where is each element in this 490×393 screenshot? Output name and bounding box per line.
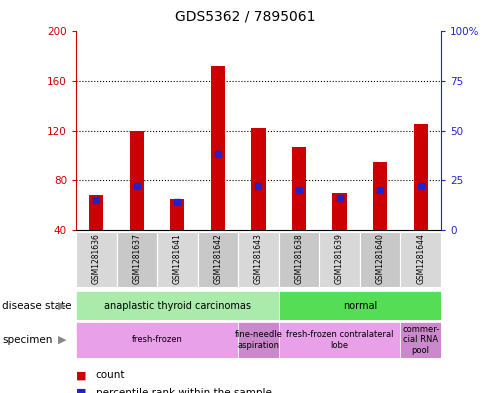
Text: GDS5362 / 7895061: GDS5362 / 7895061 xyxy=(175,10,315,24)
Bar xyxy=(292,147,306,230)
Bar xyxy=(211,66,225,230)
Bar xyxy=(238,322,279,358)
Bar xyxy=(197,232,238,287)
Text: normal: normal xyxy=(343,301,377,310)
Text: ▶: ▶ xyxy=(58,335,66,345)
Bar xyxy=(279,232,319,287)
Text: fresh-frozen: fresh-frozen xyxy=(132,336,182,344)
Bar xyxy=(400,232,441,287)
Text: disease state: disease state xyxy=(2,301,72,310)
Bar xyxy=(333,193,347,230)
Text: commer-
cial RNA
pool: commer- cial RNA pool xyxy=(402,325,440,355)
Text: GSM1281636: GSM1281636 xyxy=(92,233,101,285)
Text: fine-needle
aspiration: fine-needle aspiration xyxy=(235,330,282,350)
Bar xyxy=(251,128,266,230)
Bar xyxy=(319,232,360,287)
Bar xyxy=(373,162,387,230)
Bar xyxy=(130,130,144,230)
Bar xyxy=(360,232,400,287)
Bar xyxy=(279,322,400,358)
Bar xyxy=(117,232,157,287)
Text: ■: ■ xyxy=(76,370,86,380)
Text: ▶: ▶ xyxy=(58,301,66,310)
Text: GSM1281638: GSM1281638 xyxy=(294,233,303,284)
Text: fresh-frozen contralateral
lobe: fresh-frozen contralateral lobe xyxy=(286,330,393,350)
Text: ■: ■ xyxy=(76,388,86,393)
Bar xyxy=(76,291,279,320)
Text: GSM1281640: GSM1281640 xyxy=(376,233,385,285)
Text: GSM1281642: GSM1281642 xyxy=(214,233,222,284)
Text: GSM1281639: GSM1281639 xyxy=(335,233,344,285)
Bar xyxy=(76,322,238,358)
Text: percentile rank within the sample: percentile rank within the sample xyxy=(96,388,271,393)
Bar xyxy=(170,199,184,230)
Bar xyxy=(279,291,441,320)
Bar xyxy=(414,125,428,230)
Text: GSM1281644: GSM1281644 xyxy=(416,233,425,285)
Text: count: count xyxy=(96,370,125,380)
Bar xyxy=(238,232,279,287)
Bar xyxy=(157,232,197,287)
Bar xyxy=(400,322,441,358)
Text: specimen: specimen xyxy=(2,335,53,345)
Text: GSM1281641: GSM1281641 xyxy=(173,233,182,284)
Text: anaplastic thyroid carcinomas: anaplastic thyroid carcinomas xyxy=(104,301,251,310)
Bar xyxy=(76,232,117,287)
Bar xyxy=(89,195,103,230)
Text: GSM1281643: GSM1281643 xyxy=(254,233,263,285)
Text: GSM1281637: GSM1281637 xyxy=(132,233,141,285)
